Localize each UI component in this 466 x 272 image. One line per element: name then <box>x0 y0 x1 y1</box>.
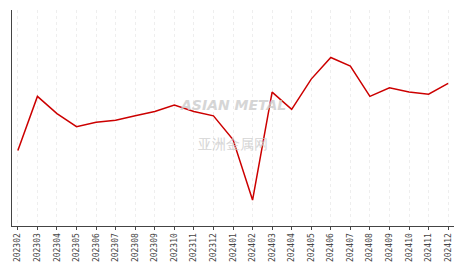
svg-text:202312: 202312 <box>209 233 218 262</box>
svg-text:202402: 202402 <box>248 233 257 262</box>
svg-text:202406: 202406 <box>326 233 335 262</box>
svg-text:202303: 202303 <box>33 233 42 262</box>
svg-text:ASIAN METAL: ASIAN METAL <box>180 97 286 113</box>
svg-text:202309: 202309 <box>150 233 159 262</box>
svg-text:亚洲金属网: 亚洲金属网 <box>198 136 268 152</box>
svg-text:202308: 202308 <box>131 233 140 262</box>
svg-text:202307: 202307 <box>111 233 120 262</box>
svg-text:202411: 202411 <box>424 233 433 262</box>
svg-text:202407: 202407 <box>346 233 355 262</box>
svg-text:202410: 202410 <box>405 233 414 262</box>
svg-text:202412: 202412 <box>444 233 453 262</box>
svg-text:202409: 202409 <box>385 233 394 262</box>
svg-text:202404: 202404 <box>287 233 296 262</box>
svg-text:202310: 202310 <box>170 233 179 262</box>
svg-text:202311: 202311 <box>189 233 198 262</box>
svg-text:202304: 202304 <box>53 233 62 262</box>
svg-text:202403: 202403 <box>268 233 277 262</box>
svg-text:202405: 202405 <box>307 233 316 262</box>
svg-text:202302: 202302 <box>13 233 22 262</box>
svg-text:202305: 202305 <box>72 233 81 262</box>
svg-text:202306: 202306 <box>92 233 101 262</box>
svg-text:202401: 202401 <box>229 233 238 262</box>
svg-text:202408: 202408 <box>366 233 375 262</box>
